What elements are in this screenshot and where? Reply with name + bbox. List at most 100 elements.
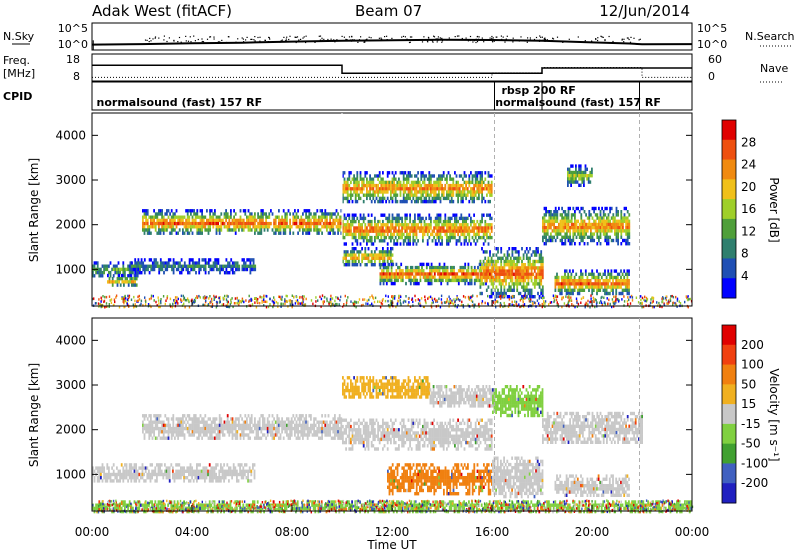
noise-speckle: [277, 41, 279, 43]
power-ground-speckle: [589, 306, 591, 309]
power-cell: [533, 266, 536, 270]
power-cell: [236, 225, 239, 229]
noise-speckle: [630, 36, 632, 38]
power-ground-speckle: [596, 301, 598, 304]
power-cell: [609, 210, 611, 214]
power-cell: [484, 223, 487, 227]
power-cell: [455, 229, 458, 233]
power-cell: [162, 215, 165, 219]
noise-speckle: [483, 41, 485, 43]
power-cell: [426, 183, 429, 188]
power-cell: [370, 187, 373, 191]
power-cell: [481, 279, 483, 283]
power-cell: [532, 259, 535, 264]
power-cell: [377, 183, 379, 188]
power-cell: [326, 221, 328, 226]
power-cell: [199, 218, 202, 223]
power-cell: [142, 228, 144, 232]
power-cell: [506, 275, 509, 280]
power-cell: [314, 212, 317, 216]
power-cell: [316, 228, 319, 232]
power-cell: [286, 215, 288, 219]
power-cell: [443, 262, 446, 267]
power-cell: [609, 229, 611, 233]
power-ground-speckle: [350, 300, 352, 303]
power-cell: [511, 250, 514, 254]
power-cell: [292, 212, 295, 216]
power-cell: [441, 242, 443, 246]
power-cell: [506, 295, 509, 299]
power-cell: [525, 247, 528, 251]
power-cell: [506, 269, 509, 273]
power-cell: [425, 226, 427, 230]
power-cell: [495, 275, 498, 280]
power-cell: [140, 271, 143, 275]
power-ground-speckle: [471, 295, 473, 298]
power-ground-speckle: [206, 295, 208, 299]
power-cell: [170, 209, 173, 213]
power-cell: [305, 212, 307, 216]
power-cell: [316, 231, 319, 235]
power-cell: [476, 196, 479, 201]
power-cell: [385, 187, 387, 191]
power-cell: [454, 187, 456, 191]
power-cell: [350, 226, 352, 230]
power-cell: [527, 288, 530, 292]
power-cell: [567, 210, 570, 214]
noise-speckle: [243, 41, 245, 43]
power-cell: [409, 272, 412, 276]
power-ground-speckle: [389, 303, 391, 307]
power-ground-speckle: [301, 302, 303, 305]
power-cell: [186, 221, 189, 226]
noise-speckle: [467, 40, 469, 42]
power-cell: [254, 215, 256, 219]
power-ground-speckle: [405, 295, 407, 298]
power-cell: [289, 212, 291, 216]
power-cell: [395, 269, 398, 273]
power-cell: [530, 263, 533, 267]
power-cell: [607, 229, 610, 233]
power-cell: [474, 174, 477, 178]
power-ground-speckle: [495, 300, 498, 303]
power-cell: [540, 288, 543, 292]
power-cell: [231, 228, 234, 232]
power-cell: [628, 232, 631, 236]
power-cell: [148, 231, 151, 235]
power-cell: [626, 275, 629, 280]
power-cell: [529, 266, 531, 270]
power-cell: [147, 267, 149, 272]
power-ground-speckle: [570, 299, 572, 302]
power-cell: [415, 187, 418, 191]
power-cell: [401, 183, 403, 188]
power-cell: [409, 242, 411, 246]
power-cell: [397, 265, 399, 270]
power-ground-speckle: [420, 297, 423, 300]
power-cell: [148, 228, 151, 232]
power-cell: [572, 206, 575, 211]
power-cell: [530, 269, 533, 273]
power-cell: [128, 270, 131, 275]
power-cell: [370, 180, 373, 185]
power-cell: [476, 232, 479, 237]
power-ground-speckle: [641, 305, 643, 309]
power-cell: [281, 221, 283, 226]
power-cell: [574, 226, 576, 230]
power-ground-speckle: [544, 302, 546, 305]
power-cell: [116, 267, 118, 272]
power-cell: [217, 215, 219, 219]
power-cell: [550, 219, 552, 223]
power-cell: [602, 210, 605, 214]
power-cell: [447, 239, 450, 243]
power-cell: [529, 291, 531, 296]
power-cell: [420, 226, 423, 230]
power-cell: [214, 264, 217, 268]
noise-speckle: [469, 35, 472, 38]
power-cell: [193, 209, 195, 213]
power-cell: [467, 275, 470, 279]
power-cell: [410, 229, 413, 233]
power-cell: [383, 196, 386, 201]
power-ground-speckle: [353, 302, 355, 306]
power-cell: [439, 199, 442, 204]
noise-speckle: [154, 37, 156, 39]
power-ground-speckle: [522, 298, 524, 302]
